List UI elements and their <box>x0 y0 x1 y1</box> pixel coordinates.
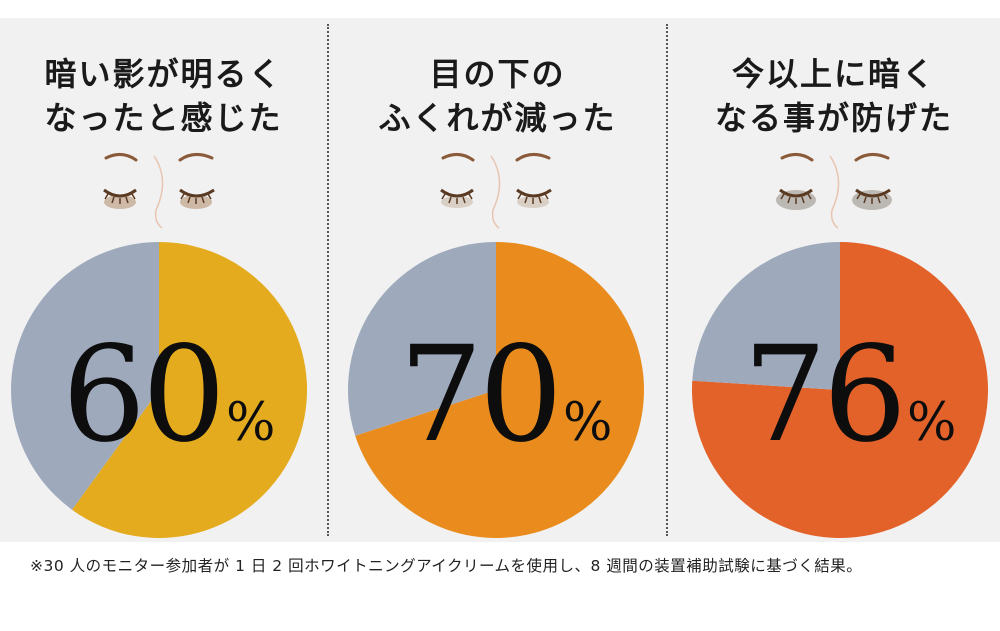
chart-title-line: ふくれが減った <box>378 99 617 137</box>
value-label: 60% <box>62 318 275 472</box>
pie-chart <box>691 241 988 538</box>
pie-slice-main <box>72 242 308 538</box>
pie-chart <box>347 242 644 538</box>
value-label-unit: % <box>225 393 276 453</box>
pie-slice-rest <box>692 241 840 390</box>
chart-panel-2: 目の下の ふくれが減った 70% <box>329 18 666 542</box>
value-label-number: 70 <box>399 318 563 472</box>
pie-slice-rest <box>11 242 160 510</box>
pie-slice-main <box>355 242 644 538</box>
value-label-unit: % <box>906 393 957 453</box>
value-label: 76% <box>743 318 956 472</box>
chart-panel-1: 暗い影が明るく なったと感じた 60% <box>0 18 327 542</box>
value-label-unit: % <box>562 393 613 453</box>
value-label-number: 76 <box>743 318 907 472</box>
chart-title-line: なる事が防げた <box>714 99 953 137</box>
chart-title-line: なったと感じた <box>44 99 283 137</box>
chart-title-line: 目の下の <box>429 55 566 93</box>
panel-divider <box>666 24 668 536</box>
chart-title-line: 今以上に暗く <box>731 55 936 93</box>
closed-eyes-icon <box>103 153 215 229</box>
value-label: 70% <box>399 318 612 472</box>
chart-title: 今以上に暗く なる事が防げた <box>668 52 1000 140</box>
closed-eyes-icon <box>776 153 892 229</box>
footnote: ※30 人のモニター参加者が 1 日 2 回ホワイトニングアイクリームを使用し、… <box>30 557 863 575</box>
chart-title: 暗い影が明るく なったと感じた <box>0 52 327 140</box>
pie-chart <box>11 242 308 538</box>
pie-slice-rest <box>347 242 496 436</box>
chart-title-line: 暗い影が明るく <box>44 55 283 93</box>
pie-slice-main <box>691 242 988 538</box>
value-label-number: 60 <box>62 318 226 472</box>
closed-eyes-icon <box>440 153 552 229</box>
chart-panel-3: 今以上に暗く なる事が防げた 76% <box>668 18 1000 542</box>
chart-title: 目の下の ふくれが減った <box>329 52 666 140</box>
panel-divider <box>327 24 329 536</box>
